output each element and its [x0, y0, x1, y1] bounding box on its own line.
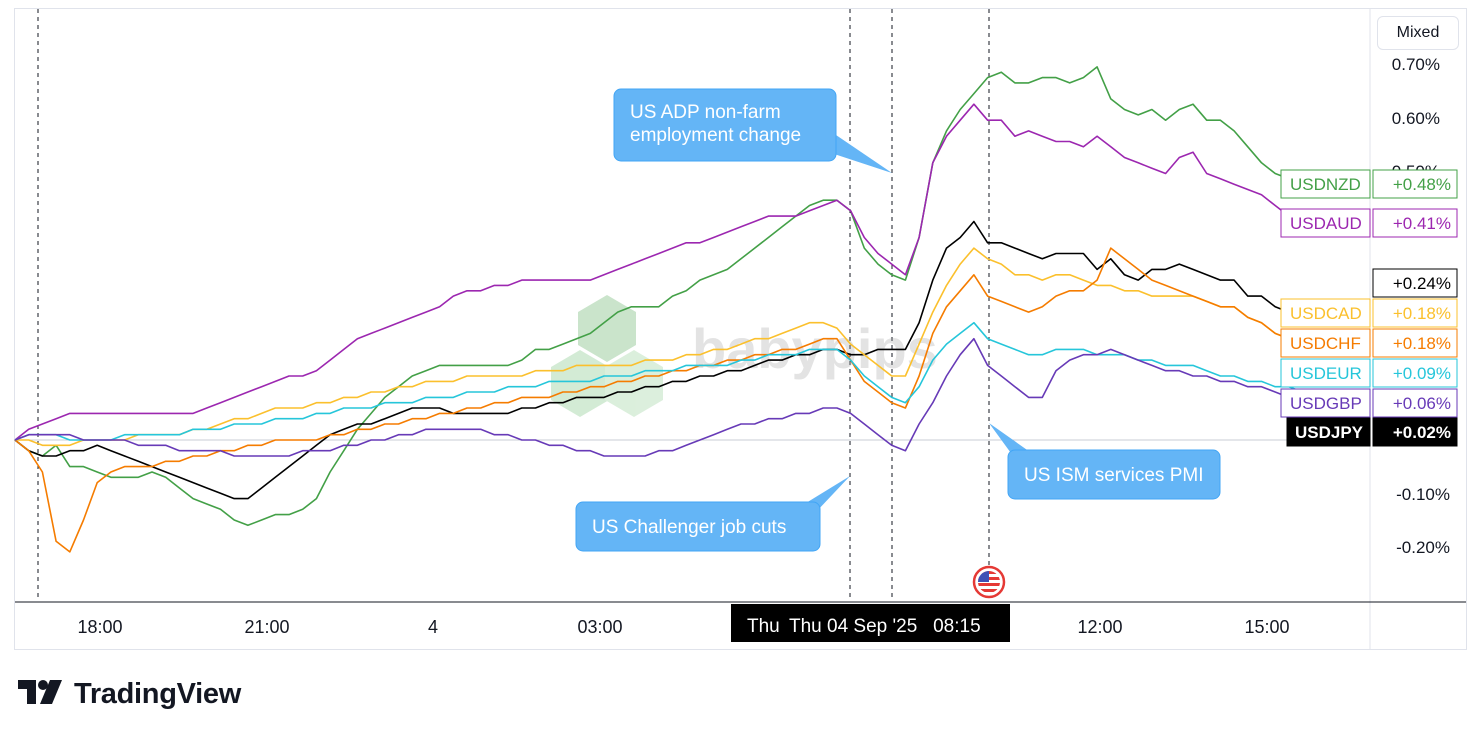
- series-value-label: +0.06%: [1393, 394, 1451, 413]
- tradingview-logo-icon: [18, 680, 62, 704]
- series-value-label: +0.09%: [1393, 364, 1451, 383]
- last-label-usdnzd: USDNZD +0.48%: [1280, 169, 1458, 199]
- last-label-usdaud: USDAUD +0.41%: [1280, 208, 1458, 238]
- y-tick-label: -0.10%: [1396, 485, 1450, 504]
- x-tick-label: 4: [428, 617, 438, 637]
- callout-challenger-text: US Challenger job cuts: [592, 517, 786, 538]
- y-tick-label: 0.60%: [1392, 109, 1440, 128]
- series-layer: [14, 66, 1331, 553]
- tradingview-wordmark: TradingView: [74, 677, 241, 710]
- crosshair-underlay-text: Thu: [747, 616, 780, 637]
- series-name-label: USDCHF: [1290, 334, 1361, 353]
- x-tick-label: 15:00: [1244, 617, 1289, 637]
- event-lines: [37, 9, 990, 600]
- series-value-label: +0.48%: [1393, 175, 1451, 194]
- last-label-usdcad: USDCAD +0.18%: [1280, 298, 1458, 328]
- chart-frame: [14, 8, 1467, 650]
- callout-ism-text: US ISM services PMI: [1024, 465, 1203, 486]
- last-label-usdgbp: USDGBP +0.06%: [1280, 388, 1458, 418]
- callout-adp: US ADP non-farm employment change: [613, 88, 892, 173]
- callout-challenger: US Challenger job cuts: [575, 476, 850, 552]
- series-line-usdeur: [14, 321, 1330, 441]
- crosshair-time-label: Thu Thu 04 Sep '25 08:15: [731, 604, 1010, 642]
- last-label-usdeur: USDEUR +0.09%: [1280, 358, 1458, 388]
- series-name-label: USDGBP: [1290, 394, 1362, 413]
- watermark-text: babypips: [692, 317, 938, 380]
- series-line-usdaud: [14, 103, 1330, 441]
- x-tick-label: 12:00: [1077, 617, 1122, 637]
- series-name-label: USDJPY: [1295, 423, 1364, 442]
- series-line-usdjpy: [14, 220, 1330, 500]
- callout-adp-line1: US ADP non-farm: [630, 102, 781, 123]
- babypips-watermark: babypips: [551, 295, 938, 417]
- us-flag-icon[interactable]: [972, 565, 1006, 599]
- scale-mode-button[interactable]: Mixed: [1377, 16, 1459, 50]
- current-price-value: +0.24%: [1393, 274, 1451, 293]
- x-tick-label: 21:00: [244, 617, 289, 637]
- tradingview-logo[interactable]: TradingView: [16, 674, 241, 714]
- series-name-label: USDNZD: [1290, 175, 1361, 194]
- series-value-label: +0.41%: [1393, 214, 1451, 233]
- series-line-usdnzd: [14, 66, 1331, 527]
- series-value-label: +0.18%: [1393, 334, 1451, 353]
- y-tick-label: 0.70%: [1392, 55, 1440, 74]
- x-tick-label: 03:00: [577, 617, 622, 637]
- crosshair-text: Thu 04 Sep '25 08:15: [789, 616, 981, 637]
- last-value-labels: USDNZD +0.48% USDAUD +0.41% USDJPY +0.02% USDC…: [1280, 169, 1458, 447]
- last-label-usdchf: USDCHF +0.18%: [1280, 328, 1458, 358]
- series-name-label: USDCAD: [1290, 304, 1362, 323]
- series-line-usdgbp: [14, 337, 1330, 457]
- callout-ism: US ISM services PMI: [989, 423, 1221, 500]
- series-name-label: USDEUR: [1290, 364, 1362, 383]
- current-price-tag: +0.24%: [1372, 268, 1458, 298]
- y-tick-label: -0.20%: [1396, 538, 1450, 557]
- callout-adp-line2: employment change: [630, 125, 801, 146]
- time-axis: 18:00 21:00 4 03:00 12:00 15:00: [77, 617, 1289, 637]
- series-line-usdcad: [15, 247, 1330, 447]
- series-name-label: USDAUD: [1290, 214, 1362, 233]
- series-value-label: +0.02%: [1393, 423, 1451, 442]
- x-tick-label: 18:00: [77, 617, 122, 637]
- series-value-label: +0.18%: [1393, 304, 1451, 323]
- last-label-usdjpy: USDJPY +0.02%: [1286, 417, 1458, 447]
